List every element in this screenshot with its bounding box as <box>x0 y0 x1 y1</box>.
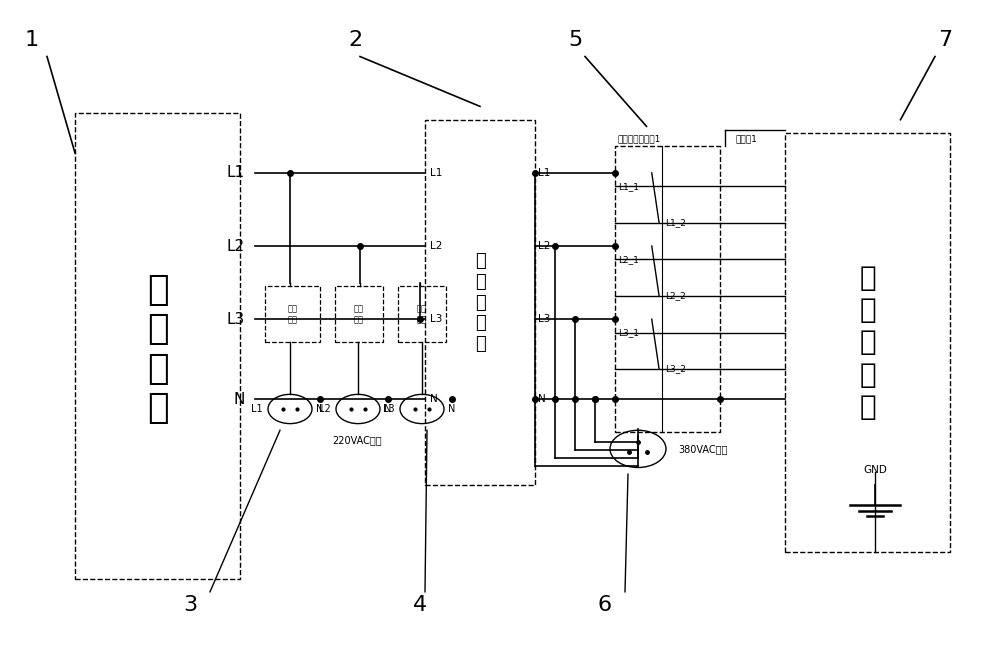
Text: L3: L3 <box>430 314 442 325</box>
Bar <box>398 286 446 342</box>
Text: 漏
电
保
护
器: 漏 电 保 护 器 <box>475 252 485 353</box>
Bar <box>425 120 535 485</box>
Text: N: N <box>448 404 456 414</box>
Text: 漏电
保险: 漏电 保险 <box>288 305 298 324</box>
Text: L1: L1 <box>430 168 442 178</box>
Text: 380VAC输出: 380VAC输出 <box>678 444 727 454</box>
Text: N: N <box>430 394 438 404</box>
Text: L3_1: L3_1 <box>618 328 639 337</box>
Bar <box>785 133 950 552</box>
Text: L1_2: L1_2 <box>665 218 686 227</box>
Text: 4: 4 <box>413 595 427 615</box>
Text: L3: L3 <box>383 404 395 414</box>
Text: 模式切换继电器1: 模式切换继电器1 <box>617 134 660 143</box>
Text: GND: GND <box>863 465 887 475</box>
Text: L2: L2 <box>430 241 442 251</box>
Text: L2: L2 <box>538 241 550 251</box>
Text: L1: L1 <box>251 404 263 414</box>
Text: 2: 2 <box>348 30 362 50</box>
Text: 3: 3 <box>183 595 197 615</box>
Text: L3: L3 <box>227 312 245 327</box>
Text: 6: 6 <box>598 595 612 615</box>
Text: 5: 5 <box>568 30 582 50</box>
Bar <box>615 146 720 432</box>
Text: L3: L3 <box>538 314 550 325</box>
Text: 发
电
装
置: 发 电 装 置 <box>147 273 169 425</box>
Text: L2_1: L2_1 <box>618 255 639 264</box>
Text: 1: 1 <box>25 30 39 50</box>
Text: 漏电
保险: 漏电 保险 <box>354 305 364 324</box>
Text: N: N <box>384 404 392 414</box>
Text: 漏电
保险: 漏电 保险 <box>417 305 427 324</box>
Text: 控制线1: 控制线1 <box>735 134 757 143</box>
Bar <box>265 286 320 342</box>
Text: L3_2: L3_2 <box>665 364 686 374</box>
Text: 直
流
充
电
桩: 直 流 充 电 桩 <box>859 264 876 421</box>
Text: 7: 7 <box>938 30 952 50</box>
Text: L2_2: L2_2 <box>665 291 686 301</box>
Bar <box>335 286 383 342</box>
Text: N: N <box>316 404 324 414</box>
Bar <box>75 113 240 579</box>
Text: N: N <box>538 394 546 404</box>
Text: N: N <box>234 392 245 406</box>
Text: L1: L1 <box>538 168 550 178</box>
Text: 220VAC输出: 220VAC输出 <box>332 435 381 446</box>
Text: L1: L1 <box>227 166 245 180</box>
Text: L1_1: L1_1 <box>618 182 639 191</box>
Text: L2: L2 <box>319 404 331 414</box>
Text: L2: L2 <box>227 239 245 253</box>
